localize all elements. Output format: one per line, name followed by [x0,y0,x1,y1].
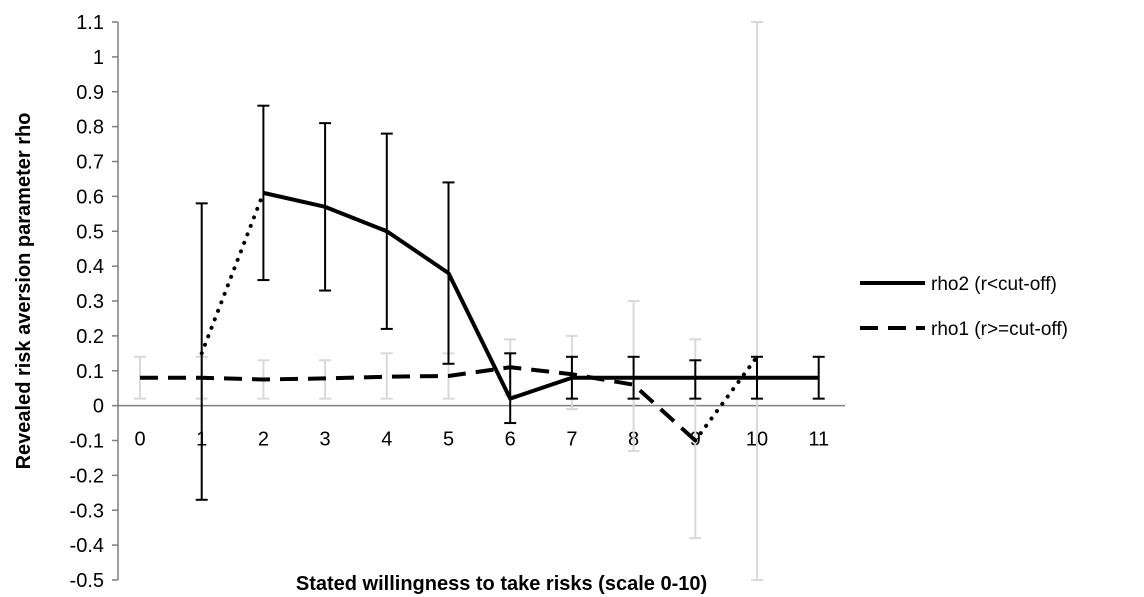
x-tick-label: 5 [443,429,454,451]
y-tick-label: -0.4 [70,535,104,557]
y-tick-labels: 1.1 1 0.9 0.8 0.7 0.6 0.5 0.4 0.3 0.2 0.1 0 -0.1 -0.2… [70,12,118,592]
series-lines [140,190,819,443]
error-bar-extra [751,21,763,581]
y-tick-label: -0.2 [70,465,104,487]
y-tick-label: 0 [93,396,104,418]
x-tick-label: 3 [320,429,331,451]
y-tick-label: 0.5 [76,221,104,243]
x-tick-label: 2 [258,429,269,451]
x-tick-label: 6 [505,429,516,451]
x-tick-label: 4 [381,429,392,451]
y-tick-label: -0.3 [70,500,104,522]
x-tick-label: 0 [134,429,145,451]
y-tick-label: 1 [93,47,104,69]
legend-label-rho1: rho1 (r>=cut-off) [931,319,1068,340]
series-line-rho1 [140,365,697,442]
y-tick-label: 0.1 [76,361,104,383]
y-tick-label: 0.9 [76,82,104,104]
series-line-rho2 [262,190,819,401]
y-tick-label: 0.2 [76,326,104,348]
x-tick-label: 11 [808,429,829,451]
y-tick-label: 1.1 [76,12,104,34]
y-tick-label: -0.1 [70,431,104,453]
x-axis-title: Stated willingness to take risks (scale … [296,573,707,595]
y-axis-title: Revealed risk aversion parameter rho [13,113,35,470]
error-bar-rho1 [380,352,393,400]
y-tick-label: 0.8 [76,117,104,139]
error-bars [134,21,825,581]
legend-label-rho2: rho2 (r<cut-off) [931,274,1057,295]
legend: rho2 (r<cut-off) rho1 (r>=cut-off) [860,274,1068,340]
error-bar-extra [504,352,517,425]
x-tick-label: 7 [566,429,577,451]
connector-dotted [199,190,266,356]
y-tick-label: 0.6 [76,186,104,208]
connector-dotted [693,354,759,443]
y-tick-label: 0.4 [76,256,104,278]
y-tick-label: 0.7 [76,152,104,174]
y-tick-label: 0.3 [76,291,104,313]
y-tick-label: -0.5 [70,570,104,592]
